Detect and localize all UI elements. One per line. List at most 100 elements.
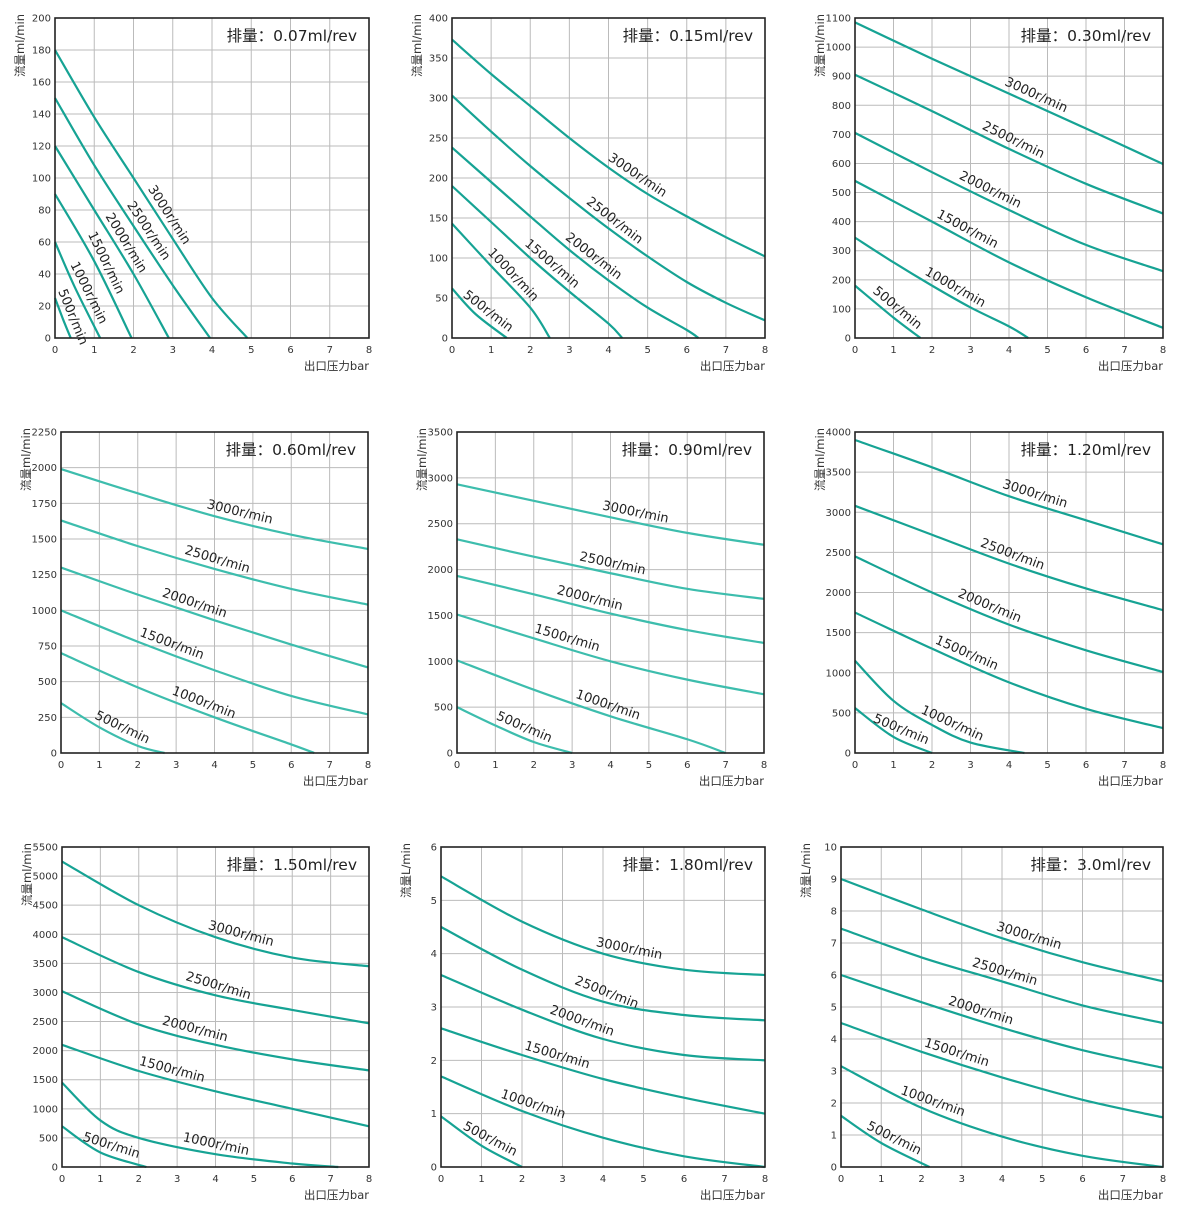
y-tick-label: 8 <box>831 907 837 918</box>
chart-9: 0 1 2 3 4 5 6 7 8 0 1 2 3 4 5 6 7 8 9 10 排量：3.0ml/rev 出口压力bar… <box>799 843 1166 1203</box>
y-tick-label: 200 <box>429 174 448 185</box>
series-line-2500r-min <box>451 94 766 322</box>
y-tick-label: 10 <box>824 843 837 854</box>
x-tick-label: 0 <box>852 345 858 356</box>
y-tick-label: 3500 <box>33 959 58 970</box>
chart-3: 0 1 2 3 4 5 6 7 8 0 100 200 300 400 500 600 700 800 900 100… <box>813 14 1166 374</box>
plot-frame <box>854 17 1164 339</box>
x-tick-label: 6 <box>681 1174 687 1185</box>
series-line-2000r-min <box>451 146 700 339</box>
plot-frame <box>54 17 370 339</box>
y-tick-label: 200 <box>832 275 851 286</box>
series-line-2000r-min <box>456 574 765 645</box>
series-line-2500r-min <box>440 926 766 1022</box>
y-tick-label: 800 <box>832 101 851 112</box>
x-tick-label: 1 <box>96 760 102 771</box>
y-tick-label: 7 <box>831 939 837 950</box>
x-tick-label: 5 <box>646 760 652 771</box>
y-tick-label: 1000 <box>32 606 57 617</box>
x-axis-label: 出口压力bar <box>304 359 369 373</box>
y-tick-label: 3500 <box>428 428 453 439</box>
y-tick-label: 500 <box>832 188 851 199</box>
x-tick-label: 6 <box>1083 345 1089 356</box>
y-tick-label: 100 <box>32 174 51 185</box>
y-tick-label: 1000 <box>826 43 851 54</box>
y-tick-label: 5000 <box>33 872 58 883</box>
x-tick-label: 8 <box>1160 1174 1166 1185</box>
series-line-500r-min <box>854 707 933 755</box>
x-tick-label: 3 <box>569 760 575 771</box>
chart-title: 排量：0.90ml/rev <box>622 441 752 459</box>
series-line-1500r-min <box>854 179 1164 329</box>
series-line-2000r-min <box>54 145 170 339</box>
y-axis-label: 流量ml/min <box>19 428 33 491</box>
series-line-1000r-min <box>854 659 1025 755</box>
y-tick-label: 1500 <box>428 611 453 622</box>
chart-7: 0 1 2 3 4 5 6 7 8 0 500 1000 1500 2000 2500 3000 3500 400… <box>20 843 372 1203</box>
y-axis-label: 流量L/min <box>799 843 813 898</box>
series-line-500r-min <box>840 1114 931 1168</box>
plot-frame <box>456 431 765 754</box>
chart-title: 排量：1.20ml/rev <box>1021 441 1151 459</box>
x-tick-label: 4 <box>1006 760 1012 771</box>
x-tick-label: 4 <box>212 1174 218 1185</box>
series-line-500r-min <box>61 1125 147 1169</box>
x-tick-label: 7 <box>723 345 729 356</box>
x-axis-label: 出口压力bar <box>1098 1188 1163 1202</box>
y-tick-label: 400 <box>429 14 448 25</box>
chart-title: 排量：3.0ml/rev <box>1030 856 1151 874</box>
x-tick-label: 1 <box>878 1174 884 1185</box>
series-line-2000r-min <box>61 990 370 1072</box>
y-tick-label: 0 <box>831 1163 837 1174</box>
y-tick-label: 2000 <box>826 588 851 599</box>
x-axis-label: 出口压力bar <box>700 1188 765 1202</box>
series-line-3000r-min <box>854 438 1164 546</box>
x-tick-label: 0 <box>52 345 58 356</box>
y-tick-label: 40 <box>38 270 51 281</box>
y-tick-label: 300 <box>429 94 448 105</box>
x-tick-label: 8 <box>761 760 767 771</box>
y-tick-label: 350 <box>429 54 448 65</box>
x-tick-label: 6 <box>288 760 294 771</box>
x-tick-label: 7 <box>1121 345 1127 356</box>
y-tick-label: 2 <box>431 1056 437 1067</box>
series-line-2000r-min <box>854 131 1164 273</box>
y-tick-label: 1500 <box>33 1075 58 1086</box>
y-tick-label: 140 <box>32 110 51 121</box>
x-tick-label: 4 <box>1006 345 1012 356</box>
x-axis-label: 出口压力bar <box>304 1188 369 1202</box>
x-tick-label: 5 <box>248 345 254 356</box>
x-tick-label: 1 <box>890 760 896 771</box>
y-tick-label: 600 <box>832 159 851 170</box>
y-tick-label: 2000 <box>33 1046 58 1057</box>
x-tick-label: 3 <box>566 345 572 356</box>
x-tick-label: 2 <box>136 1174 142 1185</box>
x-tick-label: 3 <box>174 1174 180 1185</box>
y-tick-label: 50 <box>435 294 448 305</box>
y-tick-label: 60 <box>38 238 51 249</box>
x-tick-label: 7 <box>327 345 333 356</box>
series-line-2500r-min <box>61 936 370 1025</box>
x-tick-label: 7 <box>1120 1174 1126 1185</box>
plot-frame <box>854 431 1164 754</box>
y-tick-label: 9 <box>831 875 837 886</box>
y-tick-label: 500 <box>434 703 453 714</box>
y-tick-label: 20 <box>38 302 51 313</box>
y-tick-label: 900 <box>832 72 851 83</box>
x-tick-label: 2 <box>929 760 935 771</box>
y-tick-label: 4 <box>431 949 437 960</box>
x-tick-label: 0 <box>454 760 460 771</box>
x-axis-label: 出口压力bar <box>699 774 764 788</box>
chart-1: 0 1 2 3 4 5 6 7 8020406080100120140160180200排量：0… <box>13 14 372 374</box>
chart-5: 0 1 2 3 4 5 6 7 8 0 500 1000 1500 2000 2500 3000 3500 排量：… <box>415 428 767 789</box>
y-tick-label: 5500 <box>33 843 58 854</box>
x-tick-label: 5 <box>250 760 256 771</box>
series-line-2500r-min <box>854 504 1164 612</box>
x-tick-label: 7 <box>327 1174 333 1185</box>
y-tick-label: 3000 <box>428 473 453 484</box>
x-tick-label: 1 <box>478 1174 484 1185</box>
chart-8: 0 1 2 3 4 5 6 7 8 0 1 2 3 4 5 6 排量：1.80ml/rev 出口压力bar 流量L/… <box>399 843 768 1203</box>
x-tick-label: 8 <box>1160 345 1166 356</box>
y-tick-label: 0 <box>442 334 448 345</box>
